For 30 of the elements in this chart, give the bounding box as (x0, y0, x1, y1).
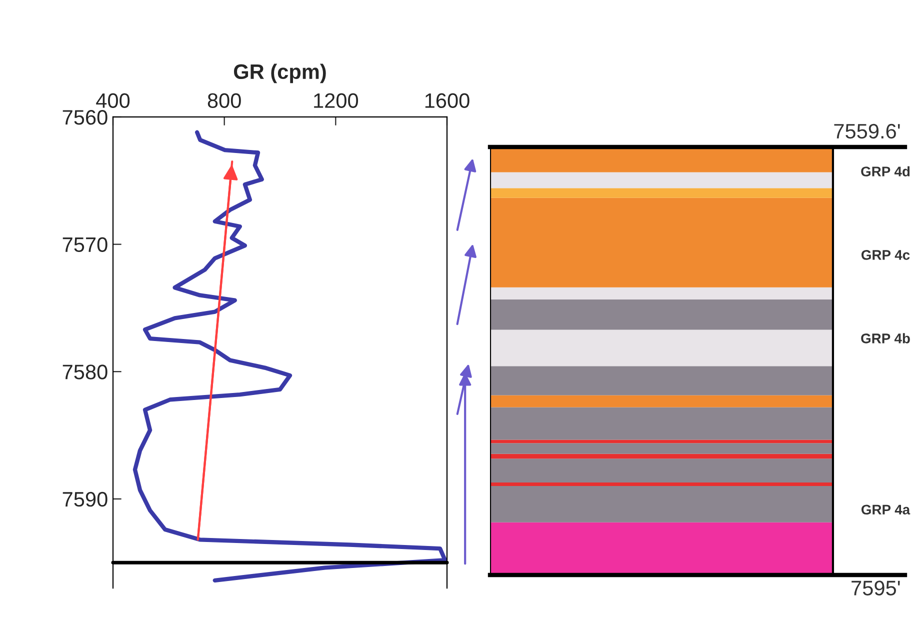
text: GRP 4b (861, 333, 910, 344)
bar (490, 407, 833, 440)
text: GRP 4d (861, 166, 910, 176)
x-tick-label: 400 (96, 93, 130, 108)
y-tick-label: 7570 (62, 237, 108, 252)
bar (490, 287, 833, 300)
x-axis-title: GR (cpm) (234, 64, 326, 84)
bar (490, 443, 833, 454)
bar (490, 299, 833, 330)
bar (490, 188, 833, 198)
y-tick-label: 7560 (62, 110, 108, 125)
bar (490, 330, 833, 366)
text: 7559.6' (834, 124, 900, 139)
text: 7595' (852, 580, 900, 596)
bar (490, 366, 833, 396)
bar (490, 482, 833, 486)
bar (490, 395, 833, 408)
bar (490, 454, 833, 459)
text: GRP 4c (861, 250, 910, 260)
x-tick-label: 1600 (425, 93, 470, 108)
text: GRP 4a (861, 504, 910, 515)
x-tick-label: 800 (208, 93, 241, 108)
bar (490, 486, 833, 522)
y-tick-label: 7580 (62, 364, 108, 380)
bar (490, 172, 833, 188)
line-series (132, 130, 447, 582)
bar (490, 198, 833, 288)
x-tick-label: 1200 (314, 93, 358, 108)
bar (490, 458, 833, 483)
y-tick-label: 7590 (62, 492, 108, 507)
